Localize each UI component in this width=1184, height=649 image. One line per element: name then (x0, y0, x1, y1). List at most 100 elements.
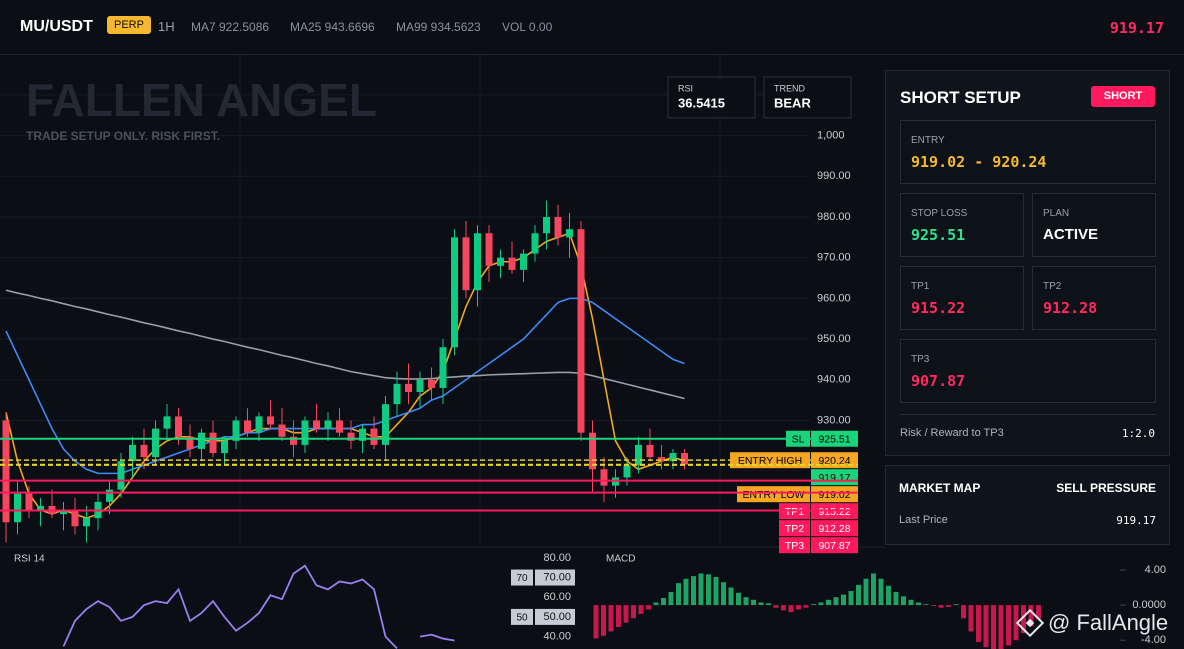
macd-bar (991, 605, 996, 649)
candle-body (531, 233, 539, 254)
macd-bar (826, 599, 831, 606)
macd-bar (1036, 605, 1041, 620)
divider (900, 414, 1156, 415)
y-tick-label: 0.0000 (1132, 599, 1166, 611)
stop-loss-box: STOP LOSS 925.51 (900, 193, 1024, 257)
market-map-title: MARKET MAP (899, 481, 981, 495)
macd-bar (833, 597, 839, 606)
macd-bar (631, 605, 636, 619)
last-price-value: 919.17 (1116, 514, 1156, 527)
level-price: 907.87 (818, 540, 850, 552)
candle-body (117, 461, 125, 490)
tp3-value: 907.87 (911, 372, 966, 390)
macd-bar (953, 604, 959, 606)
candle-body (520, 253, 527, 270)
macd-bar (976, 605, 981, 642)
candle-body (163, 416, 171, 429)
macd-bar (668, 591, 674, 606)
candle-body (25, 493, 33, 510)
candle-body (267, 416, 274, 425)
plan-box: PLAN ACTIVE (1032, 193, 1156, 257)
stat-label: RSI (678, 83, 693, 93)
candle-body (209, 432, 217, 454)
entry-label: ENTRY (911, 135, 945, 146)
macd-bar (946, 605, 951, 607)
y-tick-label: 80.00 (543, 552, 571, 564)
macd-bar (728, 587, 734, 606)
entry-value: 919.02 - 920.24 (911, 153, 1047, 171)
plan-label: PLAN (1043, 208, 1070, 219)
macd-bar (691, 576, 696, 606)
macd-bar (803, 605, 809, 608)
chart-layer: 1,0101,000990.00980.00970.00960.00950.00… (0, 74, 1166, 649)
candle-body (278, 424, 286, 437)
level-tag-box (786, 430, 810, 447)
candle-body (37, 505, 44, 510)
tp3-label: TP3 (911, 354, 930, 365)
candle-body (244, 420, 251, 433)
macd-bar (676, 583, 681, 606)
macd-bar (781, 605, 786, 611)
watermark: @ FallAngle (1048, 610, 1168, 635)
candle-body (232, 420, 240, 441)
macd-bar (751, 599, 756, 606)
level-tag: SL (792, 434, 805, 446)
badge: PERP (107, 16, 151, 34)
stat-value: 36.5415 (678, 95, 725, 110)
watermark-title: FALLEN ANGEL (26, 74, 377, 126)
candle-body (324, 420, 332, 429)
level-tag-box (511, 608, 533, 625)
panel-title: MACD (606, 554, 635, 565)
macd-bar (961, 605, 966, 619)
candle-body (152, 428, 159, 458)
level-tag: TP2 (785, 523, 804, 535)
y-tick-label: 990.00 (817, 170, 851, 182)
candle-body (2, 420, 10, 523)
macd-bar (1013, 605, 1019, 641)
tp2-box: TP2 912.28 (1032, 266, 1156, 330)
macd-bar (931, 605, 936, 606)
candle-body (129, 444, 136, 462)
symbol: MU/USDT (20, 18, 93, 35)
macd-bar (968, 605, 974, 632)
candle-body (71, 510, 79, 527)
candle-body (681, 453, 688, 465)
rr-value: 1:2.0 (1121, 427, 1155, 440)
y-tick-label: 930.00 (817, 414, 851, 426)
level-price: 915.22 (818, 506, 850, 518)
y-tick-label: 970.00 (817, 252, 851, 264)
rr-label: Risk / Reward to TP3 (900, 427, 1004, 439)
stat-box (667, 76, 756, 119)
candle-body (347, 432, 355, 441)
level-tag: 50 (516, 613, 528, 624)
macd-bar (743, 597, 749, 606)
candle-body (175, 416, 182, 437)
macd-bar (623, 605, 629, 623)
macd-bar (713, 576, 719, 606)
tp1-box: TP1 915.22 (900, 266, 1024, 330)
candle-body (60, 510, 67, 515)
macd-bar (811, 604, 816, 606)
candle-body (313, 420, 320, 429)
macd-bar (593, 605, 599, 639)
level-tag-box (511, 569, 533, 586)
stat-value: BEAR (774, 95, 811, 110)
interval[interactable]: 1H (158, 19, 175, 34)
panel-title: RSI 14 (14, 554, 45, 565)
macd-bar (878, 578, 884, 606)
level-price-box (811, 520, 858, 537)
candle-body (255, 416, 263, 433)
candle-body (508, 257, 516, 270)
candle-body (451, 237, 458, 348)
macd-bar (638, 605, 644, 614)
level-tag: 70 (516, 573, 528, 584)
macd-bar (998, 605, 1004, 649)
market-status: SELL PRESSURE (1056, 481, 1156, 495)
macd-bar (908, 599, 914, 606)
macd-bar (721, 582, 726, 606)
candle-body (577, 229, 585, 433)
y-tick-label: 960.00 (817, 292, 851, 304)
stop-loss-label: STOP LOSS (911, 208, 968, 219)
macd-bar (983, 605, 989, 648)
